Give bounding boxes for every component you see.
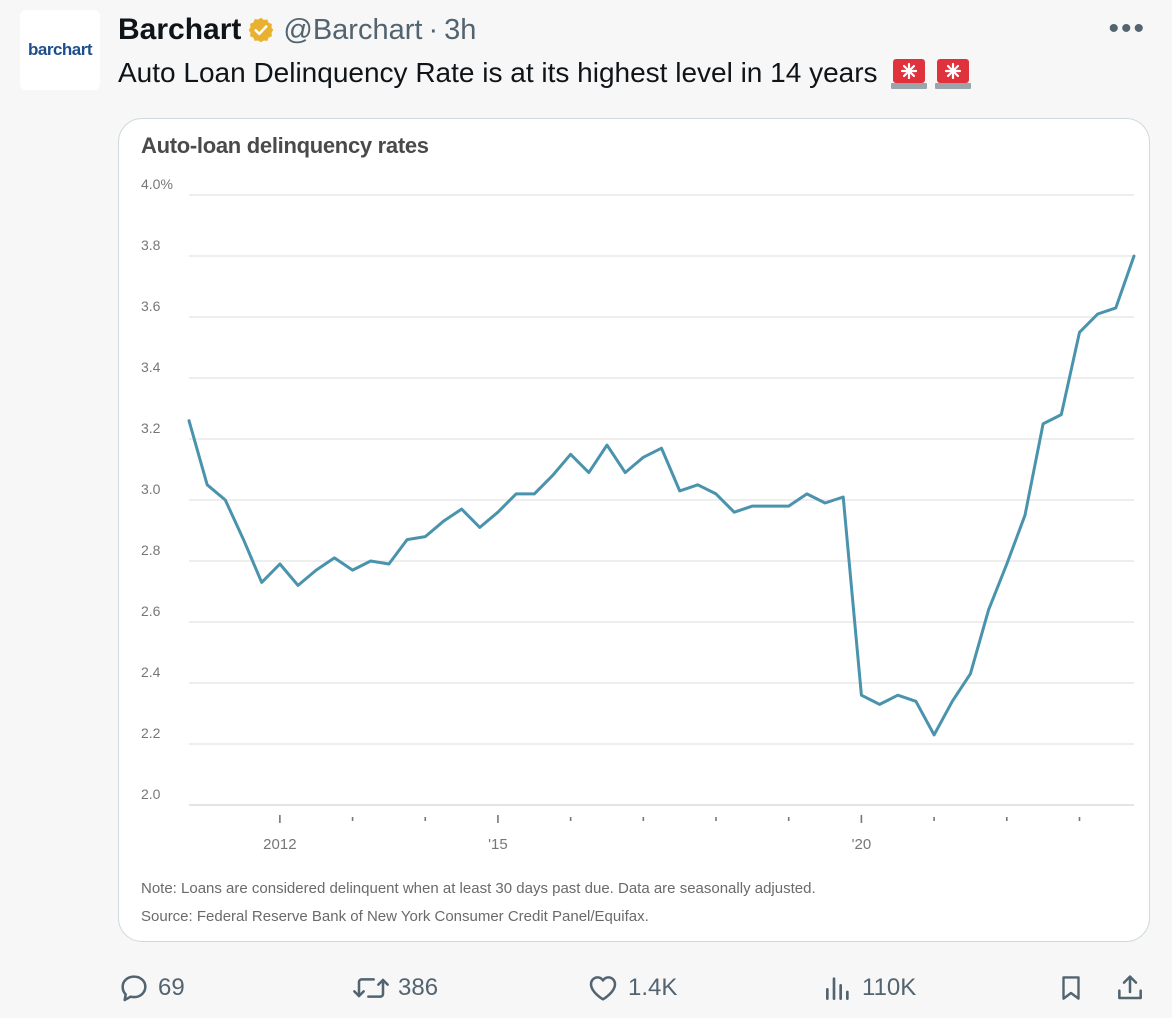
y-tick-label: 3.2 [141, 420, 161, 436]
siren-icon [934, 56, 972, 90]
repost-button[interactable]: 386 [352, 968, 438, 1008]
tweet-header: Barchart @Barchart · 3h [118, 10, 476, 50]
y-tick-label: 3.4 [141, 359, 161, 375]
heart-icon [589, 976, 617, 1001]
reply-button[interactable]: 69 [118, 968, 185, 1008]
x-tick-label: 2012 [263, 836, 296, 853]
like-count: 1.4K [628, 974, 678, 1001]
y-tick-label: 2.4 [141, 664, 161, 680]
y-tick-label: 3.8 [141, 237, 161, 253]
y-tick-label: 3.6 [141, 298, 161, 314]
verified-badge-icon[interactable] [247, 16, 275, 44]
chart-image-card[interactable]: Auto-loan delinquency rates 4.0% 3.8 3.6 3.… [118, 118, 1150, 942]
chart-note: Note: Loans are considered delinquent wh… [141, 880, 816, 897]
avatar[interactable]: barchart [20, 10, 100, 90]
chart-title: Auto-loan delinquency rates [141, 133, 429, 158]
tweet-text: Auto Loan Delinquency Rate is at its hig… [118, 56, 972, 90]
repost-icon [353, 978, 389, 998]
y-tick-label: 4.0% [141, 176, 173, 192]
tweet-action-bar: 69 386 1.4K 110K [118, 968, 1158, 1008]
reply-count: 69 [158, 974, 185, 1001]
share-icon [1118, 975, 1142, 1000]
y-tick-label: 2.0 [141, 786, 161, 802]
y-tick-label: 2.2 [141, 725, 161, 741]
chart-source: Source: Federal Reserve Bank of New York… [141, 908, 649, 925]
display-name[interactable]: Barchart [118, 13, 242, 46]
x-tick-label: '20 [852, 836, 872, 853]
series-line [187, 254, 1136, 737]
repost-count: 386 [398, 974, 439, 1001]
siren-icon [890, 56, 928, 90]
share-button[interactable] [1114, 968, 1154, 1008]
like-button[interactable]: 1.4K [586, 968, 677, 1008]
bookmark-icon [1062, 976, 1080, 1000]
more-icon[interactable]: ••• [1108, 12, 1146, 45]
timestamp[interactable]: 3h [444, 13, 477, 46]
bookmark-button[interactable] [1056, 968, 1094, 1008]
y-tick-label: 3.0 [141, 481, 161, 497]
reply-icon [121, 975, 147, 1002]
chart-notes: Note: Loans are considered delinquent wh… [141, 875, 816, 931]
avatar-logo-text: barchart [27, 40, 93, 59]
y-tick-label: 2.8 [141, 542, 161, 558]
views-count: 110K [862, 974, 917, 1001]
x-tick-label: '15 [488, 836, 508, 853]
separator-dot: · [428, 13, 439, 46]
views-icon [826, 977, 849, 1000]
line-chart: 4.0% 3.8 3.6 3.4 3.2 3.0 2.8 2.6 2.4 2.2 2.0 2012 '1… [141, 176, 1136, 853]
tweet-text-content: Auto Loan Delinquency Rate is at its hig… [118, 57, 878, 88]
views-button[interactable]: 110K [822, 968, 916, 1008]
y-tick-label: 2.6 [141, 603, 161, 619]
handle[interactable]: @Barchart [283, 13, 423, 46]
